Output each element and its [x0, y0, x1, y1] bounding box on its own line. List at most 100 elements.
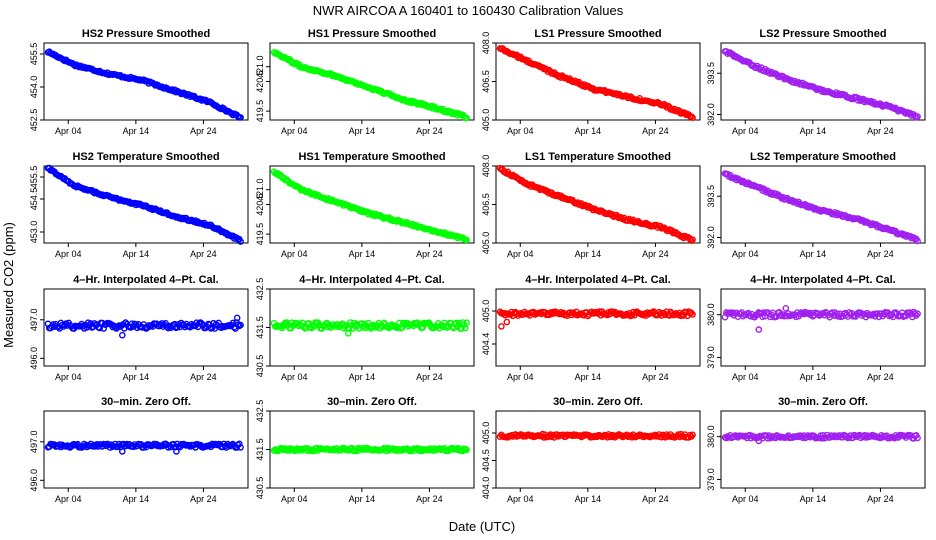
data-point [237, 114, 244, 121]
y-tick-label: 380.0 [706, 425, 716, 448]
data-point [237, 321, 244, 329]
data-point [914, 434, 921, 442]
y-tick-label: 497.0 [29, 309, 39, 332]
y-tick-label: 419.5 [255, 223, 265, 246]
x-tick-label: Apr 04 [281, 249, 308, 259]
data-point [782, 304, 790, 312]
x-tick-label: Apr 24 [416, 494, 443, 504]
plot-frame [43, 288, 249, 367]
x-tick-label: Apr 14 [349, 494, 376, 504]
data-point [498, 323, 505, 330]
x-tick-label: Apr 14 [800, 126, 827, 136]
x-tick-label: Apr 04 [281, 372, 308, 382]
x-tick-label: Apr 04 [507, 372, 534, 382]
data-series [270, 319, 470, 337]
x-tick-label: Apr 04 [281, 494, 308, 504]
panel-title: HS2 Temperature Smoothed [72, 151, 219, 163]
plot-frame [43, 410, 249, 489]
data-point [234, 321, 242, 329]
x-tick-label: Apr 24 [416, 126, 443, 136]
panel-hs1-3: 30–min. Zero Off. Apr 04 Apr 14 Apr 24 430.5… [255, 396, 475, 504]
data-point [874, 310, 881, 317]
data-point [914, 113, 921, 120]
x-tick-label: Apr 24 [642, 372, 669, 382]
panel-title: 4–Hr. Interpolated 4–Pt. Cal. [73, 274, 219, 286]
x-tick-label: Apr 24 [190, 372, 217, 382]
panel-ls2-1: LS2 Temperature Smoothed Apr 04 Apr 14 Apr … [706, 151, 926, 259]
panel-ls1-2: 4–Hr. Interpolated 4–Pt. Cal. Apr 04 Apr 1… [481, 274, 701, 382]
figure-title: NWR AIRCOA A 160401 to 160430 Calibratio… [313, 3, 624, 18]
data-point [452, 319, 460, 327]
x-tick-label: Apr 14 [123, 372, 150, 382]
data-point [344, 329, 352, 337]
y-tick-label: 379.0 [706, 468, 716, 491]
x-axis-label: Date (UTC) [449, 519, 515, 534]
x-tick-label: Apr 04 [281, 126, 308, 136]
data-point [914, 237, 921, 245]
panel-title: 30–min. Zero Off. [101, 396, 191, 408]
plot-frame [720, 42, 926, 121]
data-series [44, 48, 244, 121]
data-series [270, 49, 470, 122]
data-point [689, 311, 696, 318]
data-series [721, 48, 921, 121]
y-tick-label: 380.0 [706, 303, 716, 326]
panel-title: 30–min. Zero Off. [778, 396, 868, 408]
x-tick-label: Apr 04 [732, 126, 759, 136]
y-tick-label: 432.5 [255, 278, 265, 301]
y-tick-label: 421.0 [255, 178, 265, 201]
data-point [237, 444, 244, 451]
data-point [503, 318, 511, 326]
data-series [496, 430, 696, 441]
y-tick-label: 431.5 [255, 438, 265, 461]
plot-frame [720, 165, 926, 244]
data-point [689, 236, 696, 243]
panel-title: 4–Hr. Interpolated 4–Pt. Cal. [525, 274, 671, 286]
panel-hs2-0: HS2 Pressure Smoothed Apr 04 Apr 14 Apr 24 4… [29, 28, 249, 136]
plot-frame [495, 410, 701, 489]
y-tick-label: 404.4 [481, 333, 491, 356]
y-tick-label: 431.5 [255, 316, 265, 339]
data-point [463, 319, 470, 327]
panel-title: LS2 Temperature Smoothed [750, 151, 896, 163]
x-tick-label: Apr 04 [732, 494, 759, 504]
x-tick-label: Apr 14 [800, 494, 827, 504]
y-tick-label: 496.0 [29, 347, 39, 370]
data-point [463, 446, 470, 454]
data-point [217, 105, 225, 113]
data-point [662, 311, 669, 319]
data-point [914, 310, 921, 318]
x-tick-label: Apr 14 [800, 249, 827, 259]
y-tick-label: 452.5 [29, 109, 39, 132]
plot-frame [720, 410, 926, 489]
data-point [689, 431, 696, 439]
data-point [233, 314, 241, 322]
data-point [688, 237, 695, 244]
y-tick-label: 393.5 [706, 185, 716, 208]
panel-hs2-3: 30–min. Zero Off. Apr 04 Apr 14 Apr 24 496.0… [29, 396, 249, 504]
data-point [463, 114, 470, 122]
panel-title: LS2 Pressure Smoothed [759, 28, 886, 40]
data-series [496, 164, 696, 244]
y-tick-label: 455.5 [29, 43, 39, 66]
y-tick-label: 408.0 [481, 155, 491, 178]
x-tick-label: Apr 14 [123, 249, 150, 259]
x-tick-label: Apr 14 [349, 126, 376, 136]
data-series [270, 168, 470, 244]
y-tick-label: 432.5 [255, 400, 265, 423]
x-tick-label: Apr 04 [55, 249, 82, 259]
y-tick-label: 420.5 [255, 193, 265, 216]
data-point [215, 319, 222, 327]
y-tick-label: 408.0 [481, 32, 491, 55]
data-series [496, 308, 696, 330]
panel-title: HS1 Temperature Smoothed [298, 151, 445, 163]
x-tick-label: Apr 14 [575, 126, 602, 136]
x-tick-label: Apr 14 [575, 249, 602, 259]
y-tick-label: 405.0 [481, 422, 491, 445]
data-series [44, 164, 244, 245]
data-point [173, 448, 180, 455]
data-series [44, 314, 244, 339]
x-tick-label: Apr 14 [349, 372, 376, 382]
data-point [133, 200, 141, 207]
plot-frame [720, 288, 926, 367]
